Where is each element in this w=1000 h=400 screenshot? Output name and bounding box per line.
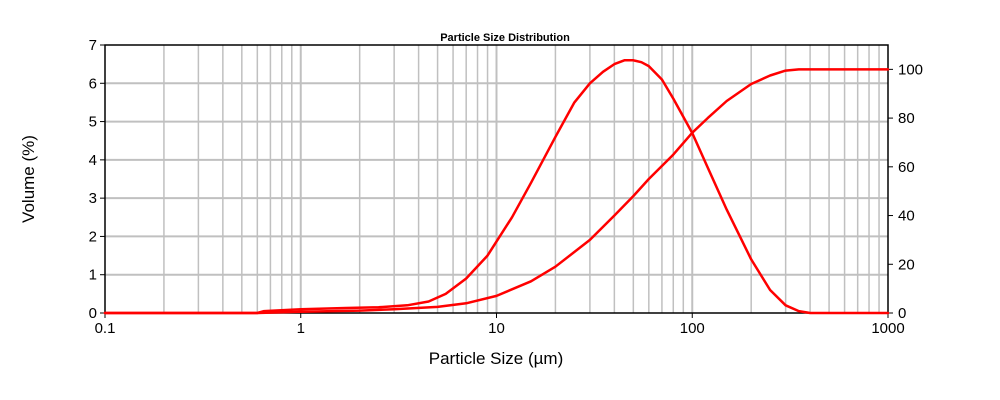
y-tick-label: 4 bbox=[89, 152, 97, 169]
y2-tick-label: 20 bbox=[898, 256, 915, 273]
y-axis-title: Volume (%) bbox=[19, 135, 38, 223]
series-lines bbox=[103, 59, 890, 315]
x-axis-title: Particle Size (µm) bbox=[429, 349, 563, 368]
y-tick-label: 2 bbox=[89, 228, 97, 245]
y2-tick-label: 40 bbox=[898, 208, 915, 225]
y2-tick-label: 100 bbox=[898, 61, 923, 78]
y2-tick-label: 60 bbox=[898, 159, 915, 176]
y-tick-label: 3 bbox=[89, 190, 97, 207]
cumulative-volume-line bbox=[103, 68, 890, 315]
y-tick-label: 7 bbox=[89, 37, 97, 54]
x-tick-label: 0.1 bbox=[95, 320, 116, 337]
y2-tick-label: 0 bbox=[898, 305, 906, 322]
grid bbox=[105, 45, 888, 313]
chart-title: Particle Size Distribution bbox=[440, 32, 570, 44]
y-tick-label: 1 bbox=[89, 267, 97, 284]
x-tick-label: 10 bbox=[488, 320, 505, 337]
x-tick-label: 100 bbox=[680, 320, 705, 337]
y-tick-label: 5 bbox=[89, 114, 97, 131]
y-tick-label: 0 bbox=[89, 305, 97, 322]
y-tick-label: 6 bbox=[89, 75, 97, 92]
x-tick-label: 1 bbox=[297, 320, 305, 337]
volume-density-line bbox=[103, 59, 890, 315]
x-tick-label: 1000 bbox=[871, 320, 904, 337]
y2-tick-label: 80 bbox=[898, 110, 915, 127]
